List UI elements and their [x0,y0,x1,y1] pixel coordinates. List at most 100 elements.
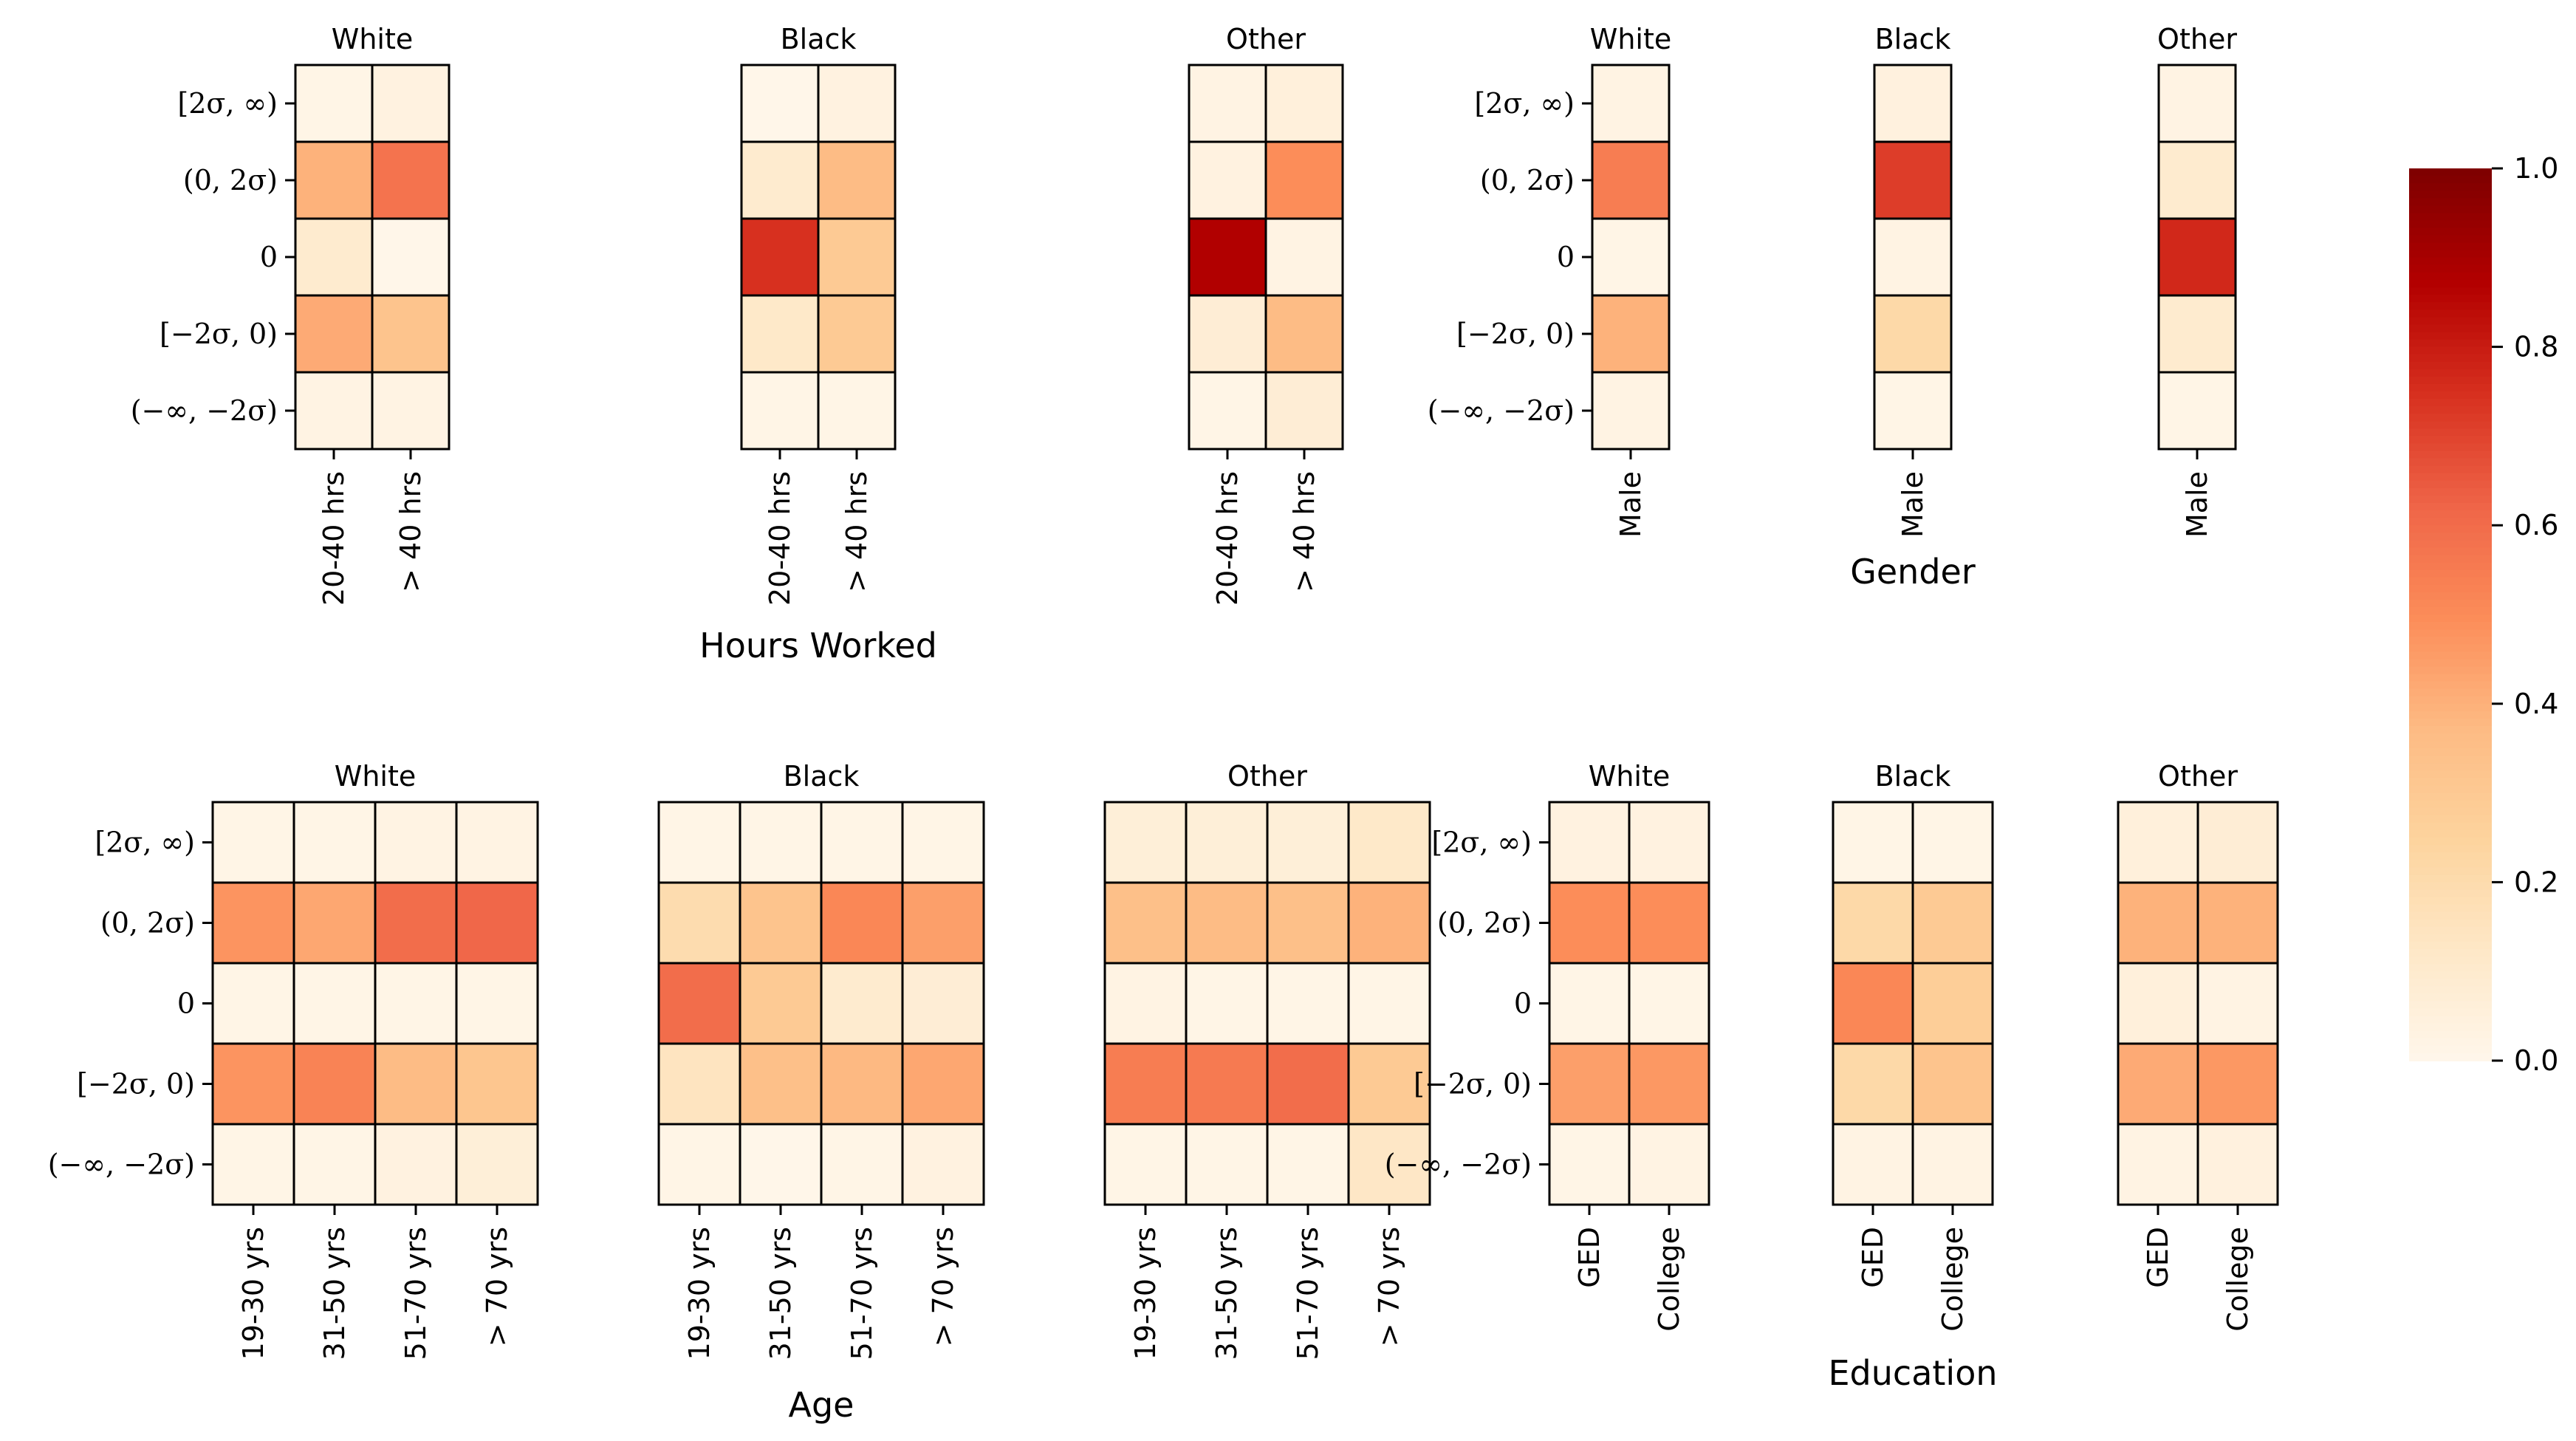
y-tick-label: (−∞, −2σ) [131,394,278,427]
colorbar-segment [2409,696,2492,705]
colorbar-segment [2409,606,2492,615]
x-tick-label: > 70 yrs [1373,1227,1405,1346]
colorbar-segment [2409,829,2492,838]
colorbar-segment [2409,904,2492,913]
colorbar-segment [2409,733,2492,742]
colorbar-tick-label: 0.0 [2514,1044,2558,1077]
y-tick-label: (0, 2σ) [1480,164,1575,196]
group-xlabel: Hours Worked [699,626,937,665]
heatmap-cell [820,1042,904,1126]
heatmap-cell [1266,801,1350,884]
heatmap-cell [371,294,451,374]
x-tick-label: Male [1614,471,1647,538]
heatmap-cell [455,1042,539,1126]
heatmap-cell [371,371,451,451]
colorbar-segment [2409,897,2492,906]
y-tick-label: 0 [177,988,195,1020]
colorbar-segment [2409,979,2492,988]
colorbar-segment [2409,800,2492,809]
colorbar-segment [2409,651,2492,660]
heatmap-cell [740,64,820,143]
colorbar-segment [2409,227,2492,236]
y-tick-label: (−∞, −2σ) [1428,394,1575,427]
x-tick-label: 31-50 yrs [1210,1227,1243,1360]
y-tick-label: [2σ, ∞) [95,826,195,859]
heatmap-cell [1264,64,1344,143]
colorbar-segment [2409,763,2492,772]
heatmap-cell [2196,801,2279,884]
heatmap-cell [371,140,451,220]
colorbar-segment [2409,748,2492,757]
y-tick-label: (−∞, −2σ) [48,1149,195,1181]
heatmap-cell [1591,64,1671,143]
heatmap-cell [455,801,539,884]
y-tick-label: [2σ, ∞) [1474,87,1575,120]
heatmap-cell [1188,294,1267,374]
colorbar-segment [2409,332,2492,340]
heatmap-cell [1266,881,1350,965]
colorbar-tick-label: 0.6 [2514,509,2558,541]
heatmap-cell [1185,962,1269,1045]
colorbar-segment [2409,882,2492,891]
x-tick-label: 31-50 yrs [764,1227,797,1360]
heatmap-cell [1103,801,1188,884]
x-tick-label: College [2222,1227,2254,1332]
x-tick-label: 51-70 yrs [846,1227,878,1360]
colorbar-segment [2409,562,2492,571]
panel-title: Other [1226,23,1306,55]
group-xlabel: Education [1828,1353,1997,1393]
colorbar-segment [2409,510,2492,519]
x-tick-label: College [1936,1227,1969,1332]
colorbar-segment [2409,406,2492,415]
colorbar-segment [2409,480,2492,489]
heatmap-cell [739,1042,823,1126]
colorbar-segment [2409,354,2492,363]
heatmap-cell [292,1123,377,1206]
heatmap-cell [1873,371,1953,451]
colorbar-segment [2409,860,2492,869]
heatmap-cell [1347,801,1431,884]
heatmap-cell [374,801,458,884]
heatmap-cell [740,217,820,297]
heatmap-cell [2196,1123,2279,1206]
x-tick-label: 20-40 hrs [764,471,796,606]
colorbar-segment [2409,451,2492,459]
colorbar-segment [2409,911,2492,920]
colorbar-segment [2409,391,2492,400]
y-tick-label: [−2σ, 0) [1414,1068,1532,1101]
y-tick-label: (0, 2σ) [183,164,278,196]
colorbar-segment [2409,919,2492,928]
heatmap-cell [2117,1123,2199,1206]
heatmap-cell [2117,881,2199,965]
x-tick-label: 31-50 yrs [318,1227,351,1360]
colorbar-segment [2409,741,2492,750]
colorbar-segment [2409,369,2492,377]
heatmap-cell [1185,881,1269,965]
panel-frame [1188,64,1344,451]
heatmap-cell [1873,140,1953,220]
colorbar-segment [2409,993,2492,1002]
colorbar-segment [2409,852,2492,861]
panel-title: Other [2158,760,2238,793]
x-tick-label: 51-70 yrs [1292,1227,1324,1360]
colorbar-segment [2409,361,2492,370]
colorbar-segment [2409,503,2492,512]
heatmap-cell [1873,64,1953,143]
heatmap-cell [901,962,985,1045]
panel-frame [1832,801,1994,1206]
colorbar-segment [2409,822,2492,831]
colorbar-segment [2409,540,2492,549]
colorbar-segment [2409,629,2492,638]
heatmap-cell [1103,881,1188,965]
heatmap-cell [1911,801,1994,884]
colorbar-segment [2409,235,2492,244]
colorbar-segment [2409,659,2492,668]
colorbar-segment [2409,889,2492,898]
colorbar-segment [2409,168,2492,177]
colorbar-segment [2409,465,2492,474]
colorbar-segment [2409,688,2492,697]
colorbar-segment [2409,280,2492,289]
colorbar-segment [2409,1001,2492,1010]
x-tick-label: > 40 hrs [1288,471,1320,592]
heatmap-cell [739,962,823,1045]
